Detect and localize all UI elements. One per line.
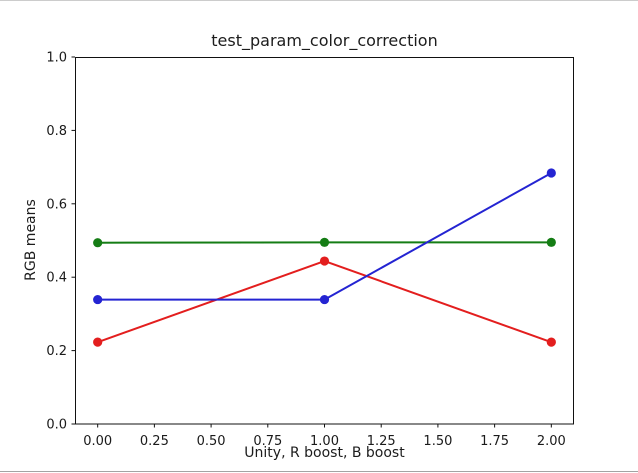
edge-artifact-bottom [0,471,638,472]
x-tick-label: 1.75 [480,434,509,449]
y-tick-label: 0.2 [46,344,67,359]
x-tick-label: 1.25 [367,434,396,449]
blue-data-marker [546,168,556,178]
y-tick-label: 0.6 [46,197,67,212]
x-tick-label: 0.50 [197,434,226,449]
x-axis-label: Unity, R boost, B boost [244,445,405,461]
blue-data-marker [319,294,330,305]
y-tick-label: 0.8 [46,124,67,139]
chart-title: test_param_color_correction [211,31,438,50]
x-tick-label: 0.75 [253,434,282,449]
y-tick-label: 0.4 [46,271,67,286]
green-data-marker [319,237,330,247]
blue-series-line [96,171,553,301]
green-data-marker [546,237,556,247]
x-tick-label: 2.00 [537,434,566,449]
green-data-marker [93,238,103,248]
blue-data-marker [93,294,103,305]
x-tick-label: 0.25 [140,434,169,449]
red-data-marker [546,337,556,347]
y-tick-label: 0.0 [46,418,67,433]
red-data-marker [319,256,330,266]
x-tick-label: 1.50 [423,434,452,449]
red-data-marker [93,337,103,347]
x-tick-label: 0.00 [83,434,112,449]
edge-artifact-top [0,0,638,1]
x-tick-label: 1.00 [310,434,339,449]
y-tick-label: 1.0 [46,51,67,66]
